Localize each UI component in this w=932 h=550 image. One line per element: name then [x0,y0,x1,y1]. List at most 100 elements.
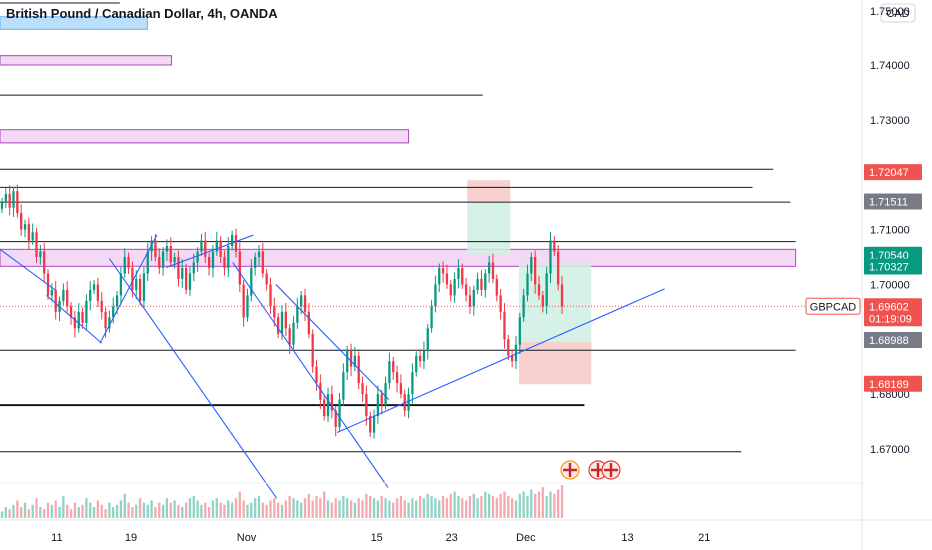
candle [81,307,84,329]
candle [0,197,4,214]
candle-body [104,311,107,329]
volume-bar [280,504,284,518]
candle-body [227,246,230,268]
price-axis[interactable]: 1.74000 1.73000 1.71000 1.70000 1.68000 1.670… [870,60,910,456]
volume-bar [514,500,518,518]
volume-bar [418,496,422,518]
candle [192,253,195,282]
volume-bar [545,496,548,518]
candle-body [246,295,249,318]
price-tag: 1.68988 [864,331,922,348]
candle [43,242,46,283]
volume-bar [361,500,364,518]
candle-body [545,273,548,307]
volume-bar [426,493,429,518]
price-tag: 1.71511 [864,193,922,210]
volume-bar [303,498,307,518]
price-tag-box [864,258,922,275]
volume-bar [269,500,272,518]
candle-body [73,317,77,329]
volume-bar [16,500,19,518]
candle [39,244,42,265]
candle [461,263,464,289]
candle-body [211,251,215,268]
candle-body [468,295,472,307]
candle [380,389,383,415]
currency-badge[interactable]: CAD [880,3,916,23]
volume-bar [369,496,372,518]
volume-bar [165,498,169,518]
volume-bar [35,498,38,518]
candle [365,385,368,426]
candle-body [181,267,184,279]
volume-bar [560,485,564,518]
trendline-1 [99,234,158,344]
candle [372,409,376,439]
time-axis[interactable]: 11 19 Nov 15 23 Dec 13 21 [51,532,710,544]
volume-bar [96,500,100,518]
candle-body [123,257,126,274]
candle [146,242,149,282]
time-tick-label: 23 [446,532,458,544]
candle [288,323,291,355]
candle [487,255,491,283]
candle [66,281,69,313]
volume-bar [127,502,130,518]
top-tick-label: 1.75000 [870,6,910,18]
candle [472,285,475,316]
candle [292,316,295,350]
volume-bar [135,504,138,518]
volume-bar [43,509,46,518]
volume-bar [73,502,77,518]
candle [219,236,222,264]
candle [553,236,556,256]
candle [560,275,564,315]
candle-body [342,372,345,400]
time-tick-label: Nov [237,532,257,544]
candle-body [326,394,330,417]
candle [123,248,126,278]
volume-bar [422,498,426,518]
candle-body [407,394,410,411]
candle [319,374,322,409]
volume-bar [115,504,119,518]
volume-bar [518,493,521,518]
time-tick-label: 19 [125,532,137,544]
event-flags[interactable] [560,460,621,480]
volume-bar [23,502,27,518]
volume-bar [142,502,146,518]
candle [242,280,245,327]
volume-bar [257,496,261,518]
volume-bar [227,500,230,518]
candle [207,252,211,276]
volume-bar [346,498,349,518]
candle-body [323,399,326,417]
volume-bar [388,500,391,518]
candle-body [307,311,310,334]
volume-bar [376,500,380,518]
volume-bar [430,496,433,518]
volume-bar [58,507,61,518]
candle-body [230,235,234,247]
candle-body [530,257,533,274]
volume-bar [265,504,268,518]
candle-body [518,317,521,345]
volume-bar [510,498,514,518]
candle-body [265,273,268,285]
candle [169,237,172,267]
candle-body [234,235,238,252]
candle-body [384,383,387,406]
candle-body [449,284,452,296]
candle [177,250,180,287]
candle [426,323,429,360]
price-tick-label: 1.74000 [870,60,910,72]
candle-body [445,273,449,285]
candle-body [242,284,245,318]
candle-body [441,267,445,274]
volume-bar [534,493,537,518]
volume-bar [207,507,211,518]
candle-body [207,257,211,268]
volume-bar [0,511,4,518]
volume-bar [8,509,11,518]
